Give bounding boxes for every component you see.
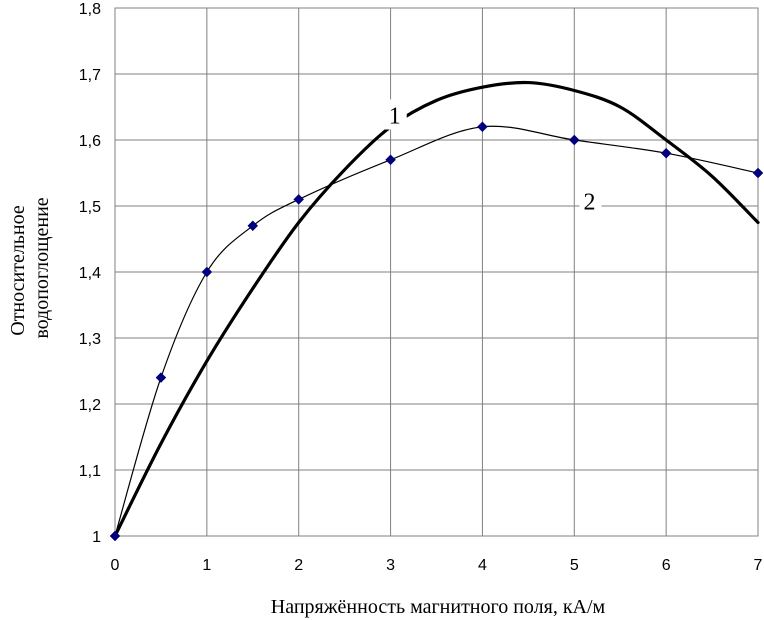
data-point-marker (155, 372, 167, 383)
series-1 (113, 80, 760, 538)
y-tick-label: 1,2 (79, 397, 101, 414)
y-tick-label: 1 (92, 529, 101, 546)
data-point-marker (568, 134, 580, 146)
y-tick-label: 1,1 (79, 463, 101, 480)
y-tick-label: 1,6 (79, 133, 101, 150)
curve-annotations: 12 (384, 99, 602, 216)
x-tick-label: 7 (754, 557, 763, 574)
series-line-1 (113, 80, 760, 538)
y-tick-labels: 1 1,1 1,2 1,3 1,4 1,5 1,6 1,7 1,8 (79, 1, 101, 546)
data-point-marker (660, 147, 672, 159)
curve-label-background (384, 99, 407, 130)
data-point-marker (477, 121, 488, 133)
curve-label-1: 1 (389, 104, 401, 130)
y-tick-label: 1,7 (79, 67, 101, 84)
data-point-marker (201, 266, 213, 278)
grid (114, 7, 759, 537)
x-tick-labels: 0 1 2 3 4 5 6 7 (111, 557, 763, 574)
y-tick-label: 1,3 (79, 331, 101, 348)
y-tick-label: 1,5 (79, 199, 101, 216)
data-point-marker (752, 167, 764, 179)
plot-area-frame (114, 7, 759, 537)
y-axis-title-line-2: водопоглощение (31, 197, 53, 338)
y-tick-label: 1,8 (79, 1, 101, 18)
series-line-2 (114, 125, 759, 537)
series-2 (109, 121, 764, 542)
y-axis-title: Относительное водопоглощение (7, 197, 53, 338)
data-point-marker (385, 154, 396, 166)
x-tick-label: 1 (202, 557, 211, 574)
x-tick-label: 2 (294, 557, 303, 574)
curve-label-2: 2 (583, 189, 595, 215)
y-axis-title-line-1: Относительное (7, 205, 29, 336)
data-point-marker (109, 530, 121, 542)
series-layer (109, 80, 764, 542)
x-tick-label: 0 (111, 557, 120, 574)
x-tick-label: 4 (478, 557, 487, 574)
x-axis-title: Напряжённость магнитного поля, кА/м (271, 596, 606, 618)
x-tick-label: 5 (570, 557, 579, 574)
x-tick-label: 6 (662, 557, 671, 574)
data-point-marker (247, 220, 259, 232)
curve-label-background (579, 185, 602, 216)
data-point-marker (293, 194, 305, 205)
y-tick-label: 1,4 (79, 265, 101, 282)
x-tick-label: 3 (386, 557, 395, 574)
